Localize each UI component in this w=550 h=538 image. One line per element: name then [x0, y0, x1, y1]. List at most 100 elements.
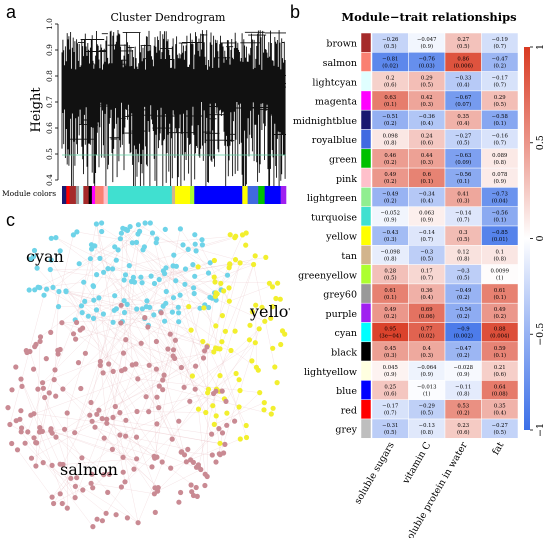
cell-correlation: 0.42 [421, 95, 433, 101]
network-node [177, 292, 183, 298]
cell-correlation: −0.098 [380, 249, 400, 255]
network-node [30, 254, 37, 260]
cell-pvalue: (0.4) [420, 197, 433, 204]
network-node [226, 285, 232, 291]
cell-pvalue: (0.3) [457, 197, 470, 204]
network-node [99, 228, 105, 235]
network-label-yellow: yellow [249, 302, 290, 321]
cell-correlation: 0.29 [421, 76, 433, 82]
network-node [35, 386, 41, 392]
network-node [139, 306, 145, 312]
network-node [37, 338, 43, 344]
cell-pvalue: (0.9) [420, 217, 433, 224]
network-node [50, 284, 56, 290]
cell-pvalue: (0.3) [384, 236, 397, 243]
network-node [103, 510, 109, 516]
network-node [104, 420, 110, 426]
network-node [97, 255, 103, 261]
module-label-yellow: yellow [325, 232, 357, 243]
cell-pvalue: (0.8) [493, 255, 506, 262]
cell-correlation: −0.047 [417, 37, 437, 43]
cell-correlation: 0.4 [423, 346, 432, 352]
cell-correlation: 0.17 [421, 269, 433, 275]
cell-pvalue: (0.5) [420, 255, 433, 262]
cell-correlation: −0.58 [492, 114, 509, 120]
cell-correlation: 0.21 [494, 365, 506, 371]
network-node [219, 339, 225, 345]
cell-correlation: 0.59 [494, 346, 506, 352]
network-node [189, 489, 195, 495]
cell-correlation: 0.089 [492, 153, 508, 159]
module-label-green: green [329, 154, 357, 165]
network-node [87, 412, 93, 418]
network-node [243, 242, 249, 248]
network-node [93, 221, 99, 227]
network-node [49, 430, 55, 436]
cell-pvalue: (0.2) [493, 313, 506, 320]
network-node [138, 340, 144, 346]
network-node [170, 263, 176, 269]
module-color-segment [258, 186, 265, 204]
network-node [110, 368, 116, 374]
network-node [212, 279, 218, 285]
network-node [198, 466, 204, 473]
network-node [195, 264, 201, 270]
cell-pvalue: (0.7) [420, 236, 433, 243]
network-node [70, 331, 77, 337]
cell-pvalue: (0.5) [457, 43, 470, 50]
network-node [120, 350, 127, 356]
network-node [236, 404, 242, 410]
module-color-segment [280, 186, 287, 204]
network-node [200, 355, 207, 361]
network-node [131, 466, 137, 472]
network-node [188, 482, 194, 488]
network-node [78, 303, 85, 309]
module-swatch-green [360, 148, 372, 169]
coexpression-network-panel: cyan yellow salmon [5, 220, 290, 530]
network-node [268, 315, 274, 321]
network-node [99, 416, 105, 422]
network-node [201, 305, 207, 311]
cell-correlation: −0.13 [419, 423, 435, 429]
module-color-segment [79, 186, 84, 204]
module-color-segment [83, 186, 89, 204]
module-color-segment [66, 186, 70, 204]
module-label-lightcyan: lightcyan [312, 77, 357, 88]
network-node [222, 441, 228, 447]
cell-correlation: 0.44 [421, 153, 433, 159]
network-node [177, 226, 183, 232]
network-node [205, 386, 212, 392]
network-node [171, 252, 177, 258]
cell-correlation: −0.49 [382, 191, 399, 197]
network-node [176, 418, 182, 424]
network-node [100, 311, 106, 317]
cell-pvalue: (0.02) [382, 62, 398, 69]
network-node [153, 338, 159, 345]
network-node [82, 350, 88, 356]
network-node [272, 364, 278, 370]
network-node [90, 485, 96, 491]
network-node [213, 413, 219, 419]
cell-correlation: −0.49 [455, 288, 472, 294]
module-color-segment [190, 186, 195, 204]
network-node [9, 387, 15, 393]
dendrogram-ylabel: Height [29, 87, 44, 133]
network-node [49, 494, 55, 500]
cell-correlation: −0.67 [455, 95, 471, 101]
cell-correlation: 0.61 [384, 288, 396, 294]
network-node [160, 303, 166, 309]
module-swatch-brown [360, 32, 372, 53]
network-node [72, 483, 78, 489]
cell-pvalue: (0.4) [457, 82, 470, 89]
cell-pvalue: (0.06) [419, 313, 435, 320]
cell-correlation: −0.54 [455, 307, 472, 313]
cell-correlation: 0.49 [384, 172, 396, 178]
cell-pvalue: (0.2) [384, 120, 397, 127]
network-node [160, 387, 166, 393]
module-label-midnightblue: midnightblue [293, 116, 358, 127]
network-node [162, 226, 168, 232]
cell-pvalue: (0.9) [457, 371, 470, 378]
y-tick-label: 0.6 [45, 122, 54, 134]
cell-pvalue: (0.01) [492, 236, 508, 243]
network-node [133, 434, 140, 440]
